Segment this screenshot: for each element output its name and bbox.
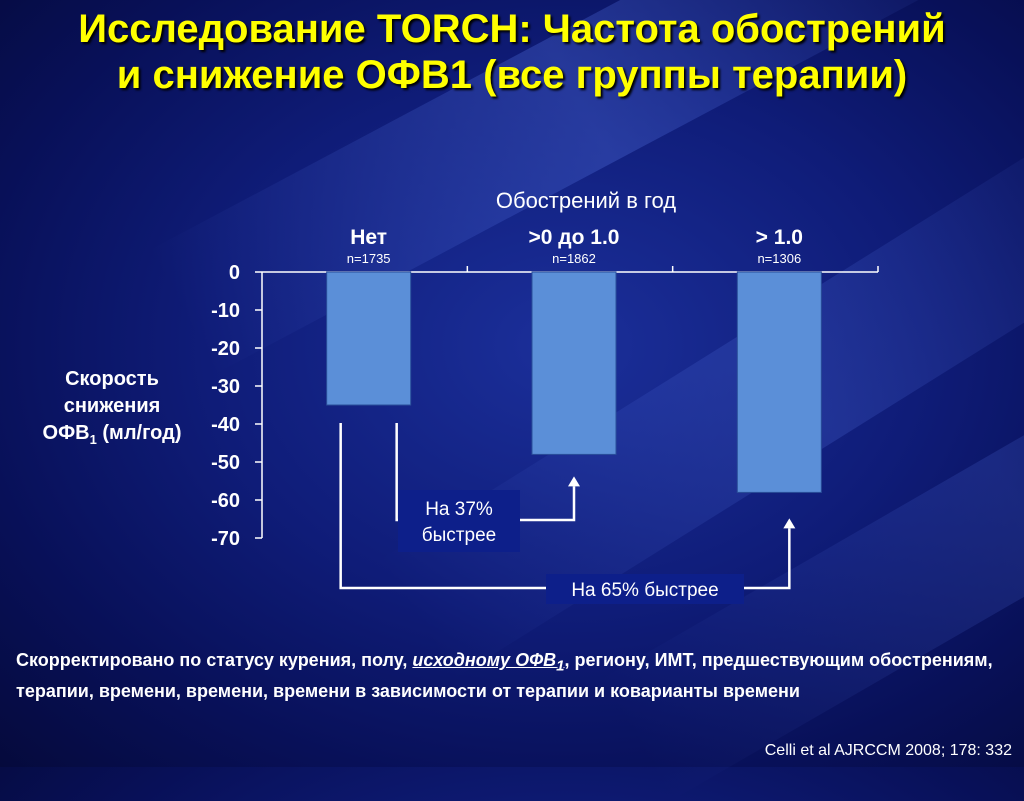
category-label: > 1.0 [756,226,803,249]
y-tick-label: -10 [211,300,240,322]
annotation-arrowhead [783,518,796,529]
bar [326,271,412,406]
footnote: Скорректировано по статусу курения, полу… [16,648,996,704]
footnote-suffix: , региону, ИМТ, предшествующим обострени… [16,650,993,701]
footnote-prefix: Скорректировано по статусу курения, полу… [16,650,413,670]
citation: Celli et al AJRCCM 2008; 178: 332 [764,742,1012,759]
annotation-label: быстрее [422,525,496,546]
slide-title: Исследование TORCH: Частота обострений и… [0,6,1024,98]
footnote-underlined-main: исходному ОФВ [412,650,557,670]
footnote-underlined: исходному ОФВ1 [412,650,564,675]
bar [736,271,822,493]
y-axis-label-line: снижения [64,395,161,417]
sample-size-label: n=1735 [347,251,391,266]
y-tick-label: 0 [229,262,240,284]
y-tick-label: -30 [211,376,240,398]
slide-title-line-2: и снижение ОФВ1 (все группы терапии) [116,53,908,97]
sample-size-label: n=1862 [552,251,596,266]
annotation-label-box [398,490,520,552]
y-tick-label: -50 [211,452,240,474]
y-tick-label: -70 [211,528,240,550]
y-tick-label: -20 [211,338,240,360]
slide-title-line-1: Исследование TORCH: Частота обострений [78,7,946,51]
sample-size-label: n=1306 [757,251,801,266]
annotation-label-box [546,574,744,604]
category-label: >0 до 1.0 [529,226,620,249]
y-tick-label: -40 [211,414,240,436]
y-tick-label: -60 [211,490,240,512]
y-axis-label-line: ОФВ1 (мл/год) [43,422,182,447]
footnote-underlined-sub: 1 [556,657,565,675]
annotation-arrowhead [568,476,580,487]
annotation-label: На 65% быстрее [571,580,718,601]
chart-title: Обострений в год [496,188,676,213]
chart: Обострений в год 0 -10 -20 -30 -40 -50 -60 -70 Не… [43,188,822,604]
y-axis-label-line: Скорость [65,368,159,390]
bar [531,271,617,455]
category-label: Нет [350,226,387,249]
annotation-label: На 37% [425,499,493,520]
